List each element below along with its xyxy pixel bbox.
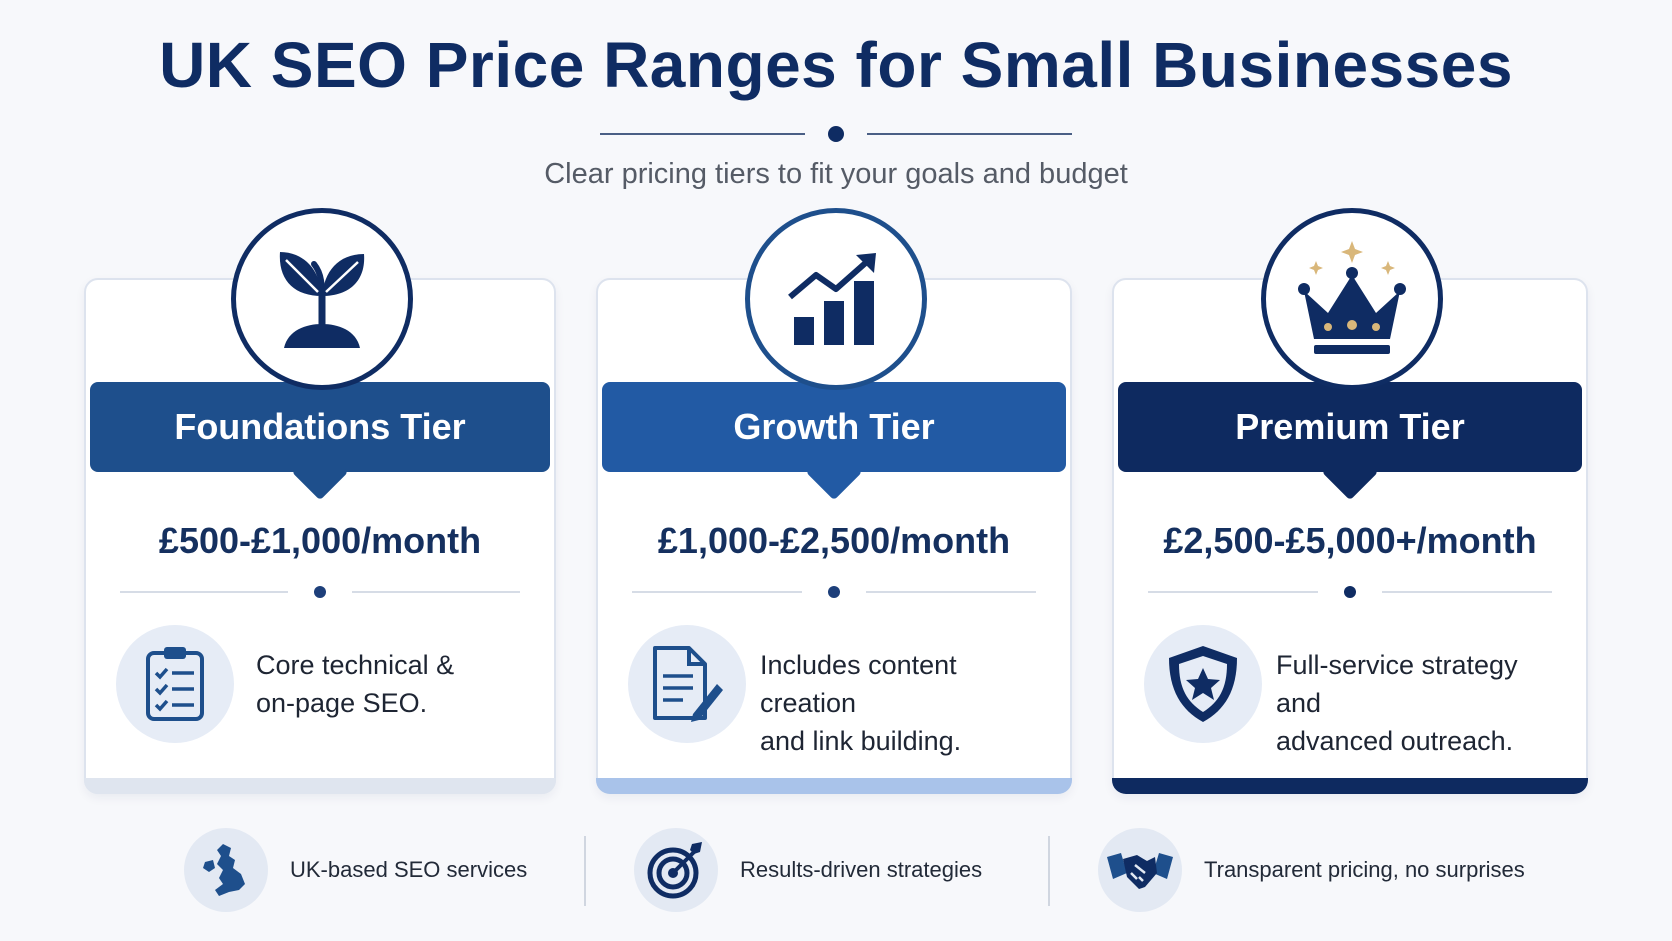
footer-text: Results-driven strategies xyxy=(740,857,983,882)
title-divider xyxy=(600,126,1072,142)
growth-chart-icon xyxy=(745,208,927,390)
target-icon xyxy=(634,828,718,912)
card-divider xyxy=(1148,586,1552,598)
footer-item-uk: UK-based SEO services xyxy=(184,828,527,912)
footer-text: Transparent pricing, no surprises xyxy=(1204,857,1525,882)
tier-banner-foundations: Foundations Tier xyxy=(90,382,550,501)
tier-description: Includes content creation and link build… xyxy=(760,650,962,756)
tier-name: Growth Tier xyxy=(733,406,935,447)
document-pen-icon xyxy=(628,625,746,743)
tier-banner-premium: Premium Tier xyxy=(1118,382,1582,501)
checklist-icon xyxy=(116,625,234,743)
footer-item-pricing: Transparent pricing, no surprises xyxy=(1098,828,1525,912)
tier-card-growth: Growth Tier £1,000-£2,500/month Includes… xyxy=(596,208,1072,794)
tier-card-premium: Premium Tier £2,500-£5,000+/month Full-s… xyxy=(1112,208,1588,794)
crown-icon xyxy=(1261,208,1443,390)
page-title: UK SEO Price Ranges for Small Businesses xyxy=(159,29,1513,101)
tier-name: Premium Tier xyxy=(1235,406,1465,447)
tier-card-foundations: Foundations Tier £500-£1,000/month Core … xyxy=(84,208,556,794)
card-divider xyxy=(120,586,520,598)
tier-banner-growth: Growth Tier xyxy=(602,382,1066,501)
tier-price: £1,000-£2,500/month xyxy=(657,520,1011,561)
tier-name: Foundations Tier xyxy=(174,406,466,447)
tier-description: Full-service strategy and advanced outre… xyxy=(1276,650,1518,756)
sprout-icon xyxy=(231,208,413,390)
footer-text: UK-based SEO services xyxy=(290,857,528,882)
handshake-icon xyxy=(1098,828,1182,912)
tier-price: £500-£1,000/month xyxy=(158,520,482,561)
footer-item-results: Results-driven strategies xyxy=(634,828,982,912)
tier-price: £2,500-£5,000+/month xyxy=(1163,520,1537,561)
shield-star-icon xyxy=(1144,625,1262,743)
uk-map-icon xyxy=(184,828,268,912)
page-subtitle: Clear pricing tiers to fit your goals an… xyxy=(544,158,1128,190)
card-divider xyxy=(632,586,1036,598)
footer-separator xyxy=(1048,836,1050,906)
footer-separator xyxy=(584,836,586,906)
tier-description: Core technical & on-page SEO. xyxy=(256,650,455,718)
